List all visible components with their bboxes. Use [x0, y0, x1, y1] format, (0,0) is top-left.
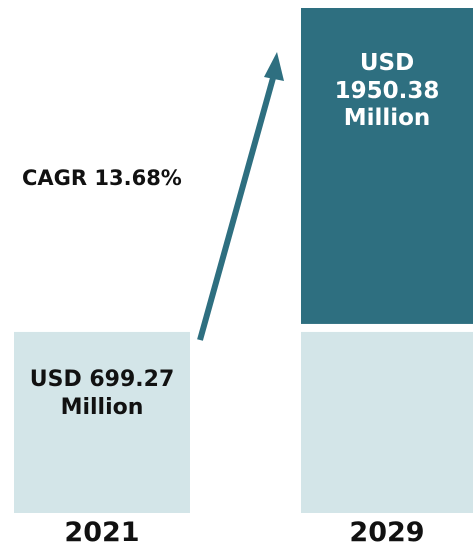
bar-value-label-2021-line2: Million: [60, 394, 144, 420]
bar-value-label-2029-line3: Million: [343, 105, 431, 132]
cagr-annotation: CAGR 13.68%: [22, 166, 182, 190]
bar-value-label-2021: USD 699.27 Million: [14, 366, 190, 421]
category-label-2029: 2029: [349, 517, 425, 548]
bar-2029-growth-segment: [301, 8, 473, 324]
bar-value-label-2029-line1: USD: [359, 50, 415, 76]
bar-value-label-2029-line2: 1950.38: [334, 77, 440, 104]
growth-arrow-shaft: [197, 77, 276, 341]
category-label-2021: 2021: [64, 517, 140, 548]
bar-value-label-2021-line1: USD 699.27: [29, 367, 175, 392]
bar-2029-base-segment: [301, 331, 473, 513]
bar-2021: [14, 331, 190, 513]
bar-value-label-2029: USD 1950.38 Million: [301, 50, 473, 133]
growth-arrow-head: [264, 52, 284, 81]
